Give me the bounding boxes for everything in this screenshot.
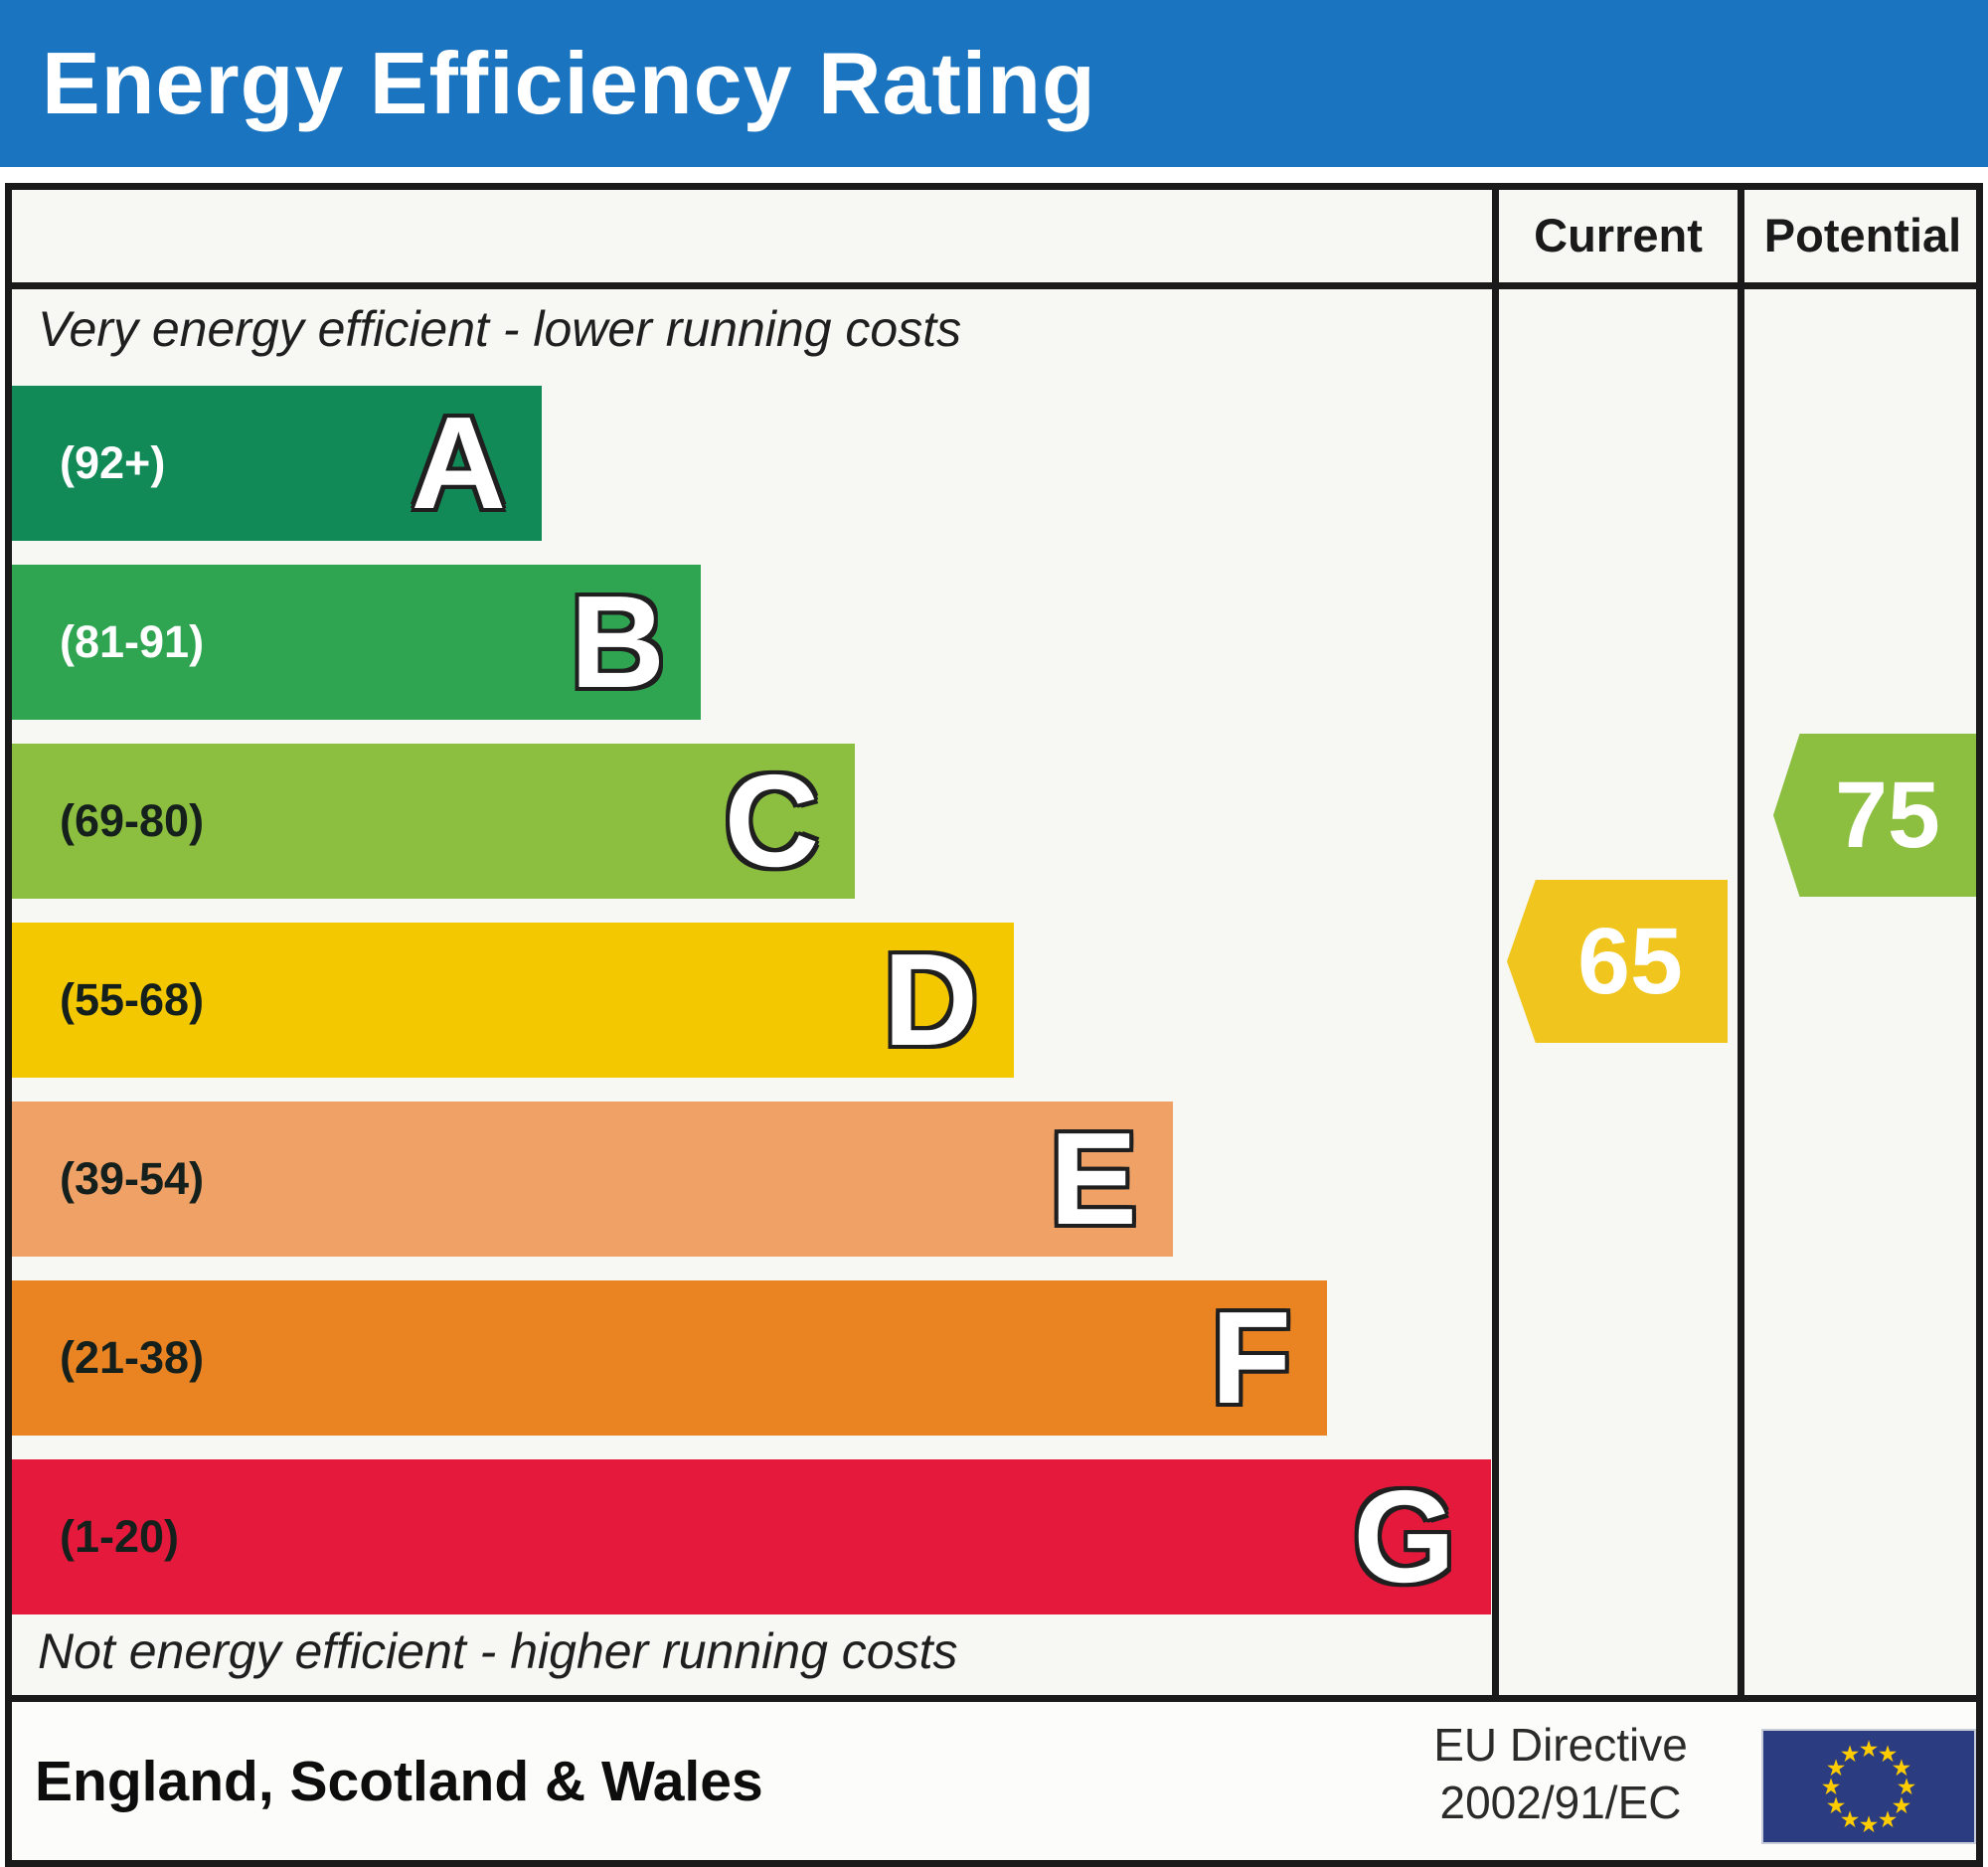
eu-directive-line-2: 2002/91/EC <box>1439 1777 1682 1828</box>
eu-flag-star: ★ <box>1826 1793 1847 1819</box>
band-letter: G <box>1353 1463 1455 1610</box>
band-bar-C: (69-80) C <box>12 744 855 899</box>
eu-flag-star: ★ <box>1892 1756 1912 1782</box>
band-letter: F <box>1211 1284 1291 1431</box>
potential-rating-arrow: 75 <box>1773 734 1976 897</box>
footer-bar <box>5 1695 1983 1867</box>
band-range-label: (1-20) <box>60 1511 180 1562</box>
eu-directive-label: EU Directive 2002/91/EC <box>1402 1716 1720 1831</box>
current-rating-value: 65 <box>1577 908 1683 1014</box>
current-column-divider <box>1492 183 1499 1702</box>
band-range-label: (92+) <box>60 437 166 488</box>
eu-flag-star: ★ <box>1840 1807 1861 1833</box>
eu-flag-star: ★ <box>1859 1812 1880 1838</box>
top-caption: Very energy efficient - lower running co… <box>38 301 962 357</box>
eu-flag-star: ★ <box>1821 1775 1842 1800</box>
eu-flag-star: ★ <box>1878 1742 1899 1768</box>
eu-flag-star: ★ <box>1892 1793 1912 1819</box>
band-range-label: (81-91) <box>60 616 205 667</box>
band-letter: A <box>411 390 506 536</box>
band-range-label: (39-54) <box>60 1153 205 1204</box>
eu-flag-rect <box>1761 1729 1976 1844</box>
band-letter: E <box>1049 1105 1137 1252</box>
band-letter: C <box>724 748 819 894</box>
band-bar-B: (81-91) B <box>12 565 701 720</box>
current-rating-arrow: 65 <box>1507 880 1728 1043</box>
eu-flag: ★★★★★★★★★★★★ <box>1761 1729 1976 1844</box>
header-divider-line <box>5 282 1983 289</box>
page-title: Energy Efficiency Rating <box>42 34 1096 132</box>
potential-column-divider <box>1738 183 1744 1702</box>
eu-flag-star: ★ <box>1840 1742 1861 1768</box>
potential-rating-value: 75 <box>1835 762 1940 868</box>
band-bar-F: (21-38) F <box>12 1280 1327 1436</box>
band-range-label: (69-80) <box>60 795 205 846</box>
band-range-label: (21-38) <box>60 1332 205 1383</box>
band-bar-E: (39-54) E <box>12 1102 1173 1257</box>
eu-flag-star: ★ <box>1826 1756 1847 1782</box>
band-bar-D: (55-68) D <box>12 923 1014 1078</box>
eu-directive-line-1: EU Directive <box>1433 1719 1688 1771</box>
eu-flag-star: ★ <box>1878 1807 1899 1833</box>
band-bar-A: (92+) A <box>12 386 542 541</box>
bottom-caption: Not energy efficient - higher running co… <box>38 1623 958 1679</box>
band-letter: B <box>570 569 665 715</box>
band-range-label: (55-68) <box>60 974 205 1025</box>
potential-column-header: Potential <box>1763 208 1962 261</box>
band-bar-G: (1-20) G <box>12 1459 1491 1614</box>
eu-flag-stars: ★★★★★★★★★★★★ <box>1821 1737 1917 1838</box>
title-banner: Energy Efficiency Rating <box>0 0 1988 167</box>
eu-flag-star: ★ <box>1897 1775 1917 1800</box>
eu-flag-star: ★ <box>1859 1737 1880 1763</box>
band-letter: D <box>883 927 978 1073</box>
region-label: England, Scotland & Wales <box>35 1750 763 1813</box>
current-column-header: Current <box>1534 208 1703 261</box>
